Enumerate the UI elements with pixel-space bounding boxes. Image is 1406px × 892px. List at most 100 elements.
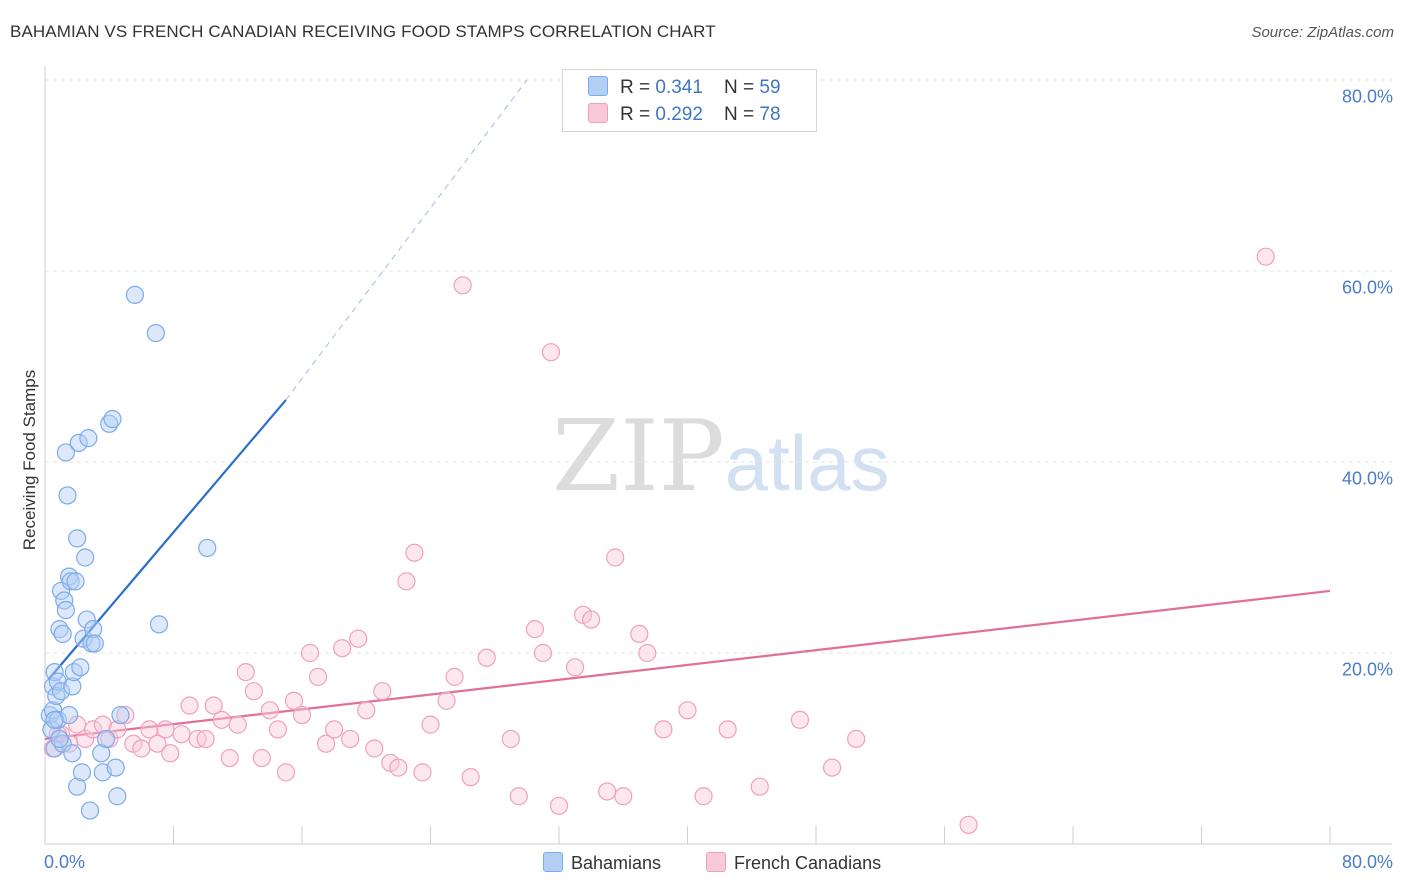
point-french-canadians (204, 696, 223, 715)
point-french-canadians (1256, 247, 1275, 266)
y-tick-label-20: 20.0% (1341, 659, 1393, 680)
y-tick-label-40: 40.0% (1341, 468, 1393, 489)
point-bahamians (198, 538, 217, 558)
point-french-canadians (549, 796, 569, 815)
point-french-canadians (260, 701, 279, 720)
point-french-canadians (116, 705, 135, 725)
point-french-canadians (413, 763, 432, 782)
point-french-canadians (236, 662, 255, 682)
point-french-canadians (284, 691, 304, 710)
point-french-canadians (84, 720, 103, 739)
point-french-canadians (525, 620, 545, 639)
point-bahamians (45, 710, 64, 729)
legend-item-bahamians[interactable]: Bahamians (543, 852, 661, 874)
point-bahamians (111, 705, 130, 725)
point-french-canadians (405, 543, 424, 562)
point-french-canadians (196, 729, 215, 749)
point-bahamians (51, 581, 71, 601)
point-bahamians (103, 409, 122, 429)
point-french-canadians (156, 720, 175, 739)
point-bahamians (63, 744, 82, 763)
r-value: 0.292 (655, 104, 703, 125)
trend-line-bahamians (47, 399, 287, 681)
point-french-canadians (244, 682, 263, 701)
point-bahamians (51, 682, 71, 701)
point-bahamians (96, 729, 116, 749)
point-bahamians (76, 548, 95, 567)
point-french-canadians (333, 639, 352, 658)
legend-label: French Canadians (734, 853, 882, 873)
legend-swatch-pink (588, 103, 608, 123)
point-french-canadians (565, 658, 585, 677)
point-french-canadians (790, 710, 810, 729)
point-french-canadians (501, 729, 520, 749)
point-bahamians (68, 529, 87, 548)
point-french-canadians (397, 572, 416, 591)
point-french-canadians (959, 815, 978, 835)
y-tick-label-60: 60.0% (1341, 277, 1393, 298)
point-bahamians (85, 634, 104, 653)
point-french-canadians (461, 768, 480, 787)
legend-swatch-blue (588, 76, 608, 96)
r-value: 0.341 (655, 77, 703, 98)
point-french-canadians (365, 739, 384, 758)
point-bahamians (84, 620, 103, 639)
point-french-canadians (220, 748, 239, 768)
point-french-canadians (750, 777, 769, 796)
point-bahamians (149, 615, 169, 634)
point-french-canadians (161, 744, 180, 763)
stats-row-bahamians: R = 0.341 N = 59 (588, 76, 781, 99)
grid-lines (45, 79, 1392, 654)
watermark-atlas: atlas (724, 419, 890, 507)
point-bahamians (71, 658, 90, 677)
point-french-canadians (357, 701, 376, 720)
n-label: N = (724, 77, 760, 98)
point-bahamians (79, 429, 98, 448)
point-bahamians (146, 323, 165, 343)
point-french-canadians (292, 705, 312, 725)
r-label: R = (620, 77, 656, 98)
y-tick-label-80: 80.0% (1341, 86, 1393, 107)
legend-swatch-blue (543, 852, 563, 872)
point-bahamians (45, 662, 64, 682)
point-french-canadians (180, 696, 199, 715)
chart-source: Source: ZipAtlas.com (1251, 24, 1394, 41)
n-value: 78 (759, 104, 781, 125)
point-bahamians (61, 572, 80, 591)
point-french-canadians (341, 729, 360, 749)
point-french-canadians (316, 734, 336, 753)
point-bahamians (55, 591, 74, 610)
point-french-canadians (308, 667, 328, 686)
point-bahamians (92, 744, 111, 763)
r-label: R = (620, 104, 656, 125)
point-french-canadians (541, 343, 561, 362)
point-french-canadians (582, 610, 601, 629)
point-bahamians (53, 624, 72, 644)
point-french-canadians (718, 720, 737, 739)
point-french-canadians (252, 748, 271, 768)
point-french-canadians (598, 782, 617, 801)
n-label: N = (724, 104, 760, 125)
point-french-canadians (822, 758, 842, 777)
point-bahamians (59, 705, 79, 725)
point-french-canadians (421, 715, 440, 734)
point-french-canadians (533, 643, 553, 663)
legend-label: Bahamians (571, 853, 662, 873)
legend-item-french-canadians[interactable]: French Canadians (706, 852, 881, 874)
point-bahamians (68, 777, 87, 796)
point-french-canadians (140, 720, 159, 739)
point-bahamians (125, 285, 145, 304)
trend-line-french-canadians (44, 589, 1331, 741)
point-bahamians (48, 672, 67, 691)
watermark-zip: ZIP (552, 400, 725, 514)
data-points (40, 247, 1275, 835)
point-french-canadians (678, 701, 697, 720)
point-bahamians (63, 677, 82, 696)
point-french-canadians (654, 720, 673, 739)
point-french-canadians (148, 734, 167, 753)
y-axis-label: Receiving Food Stamps (20, 369, 39, 551)
point-bahamians (72, 763, 92, 782)
point-french-canadians (268, 720, 288, 739)
watermark: ZIPatlas (552, 400, 890, 514)
point-french-canadians (300, 643, 320, 663)
